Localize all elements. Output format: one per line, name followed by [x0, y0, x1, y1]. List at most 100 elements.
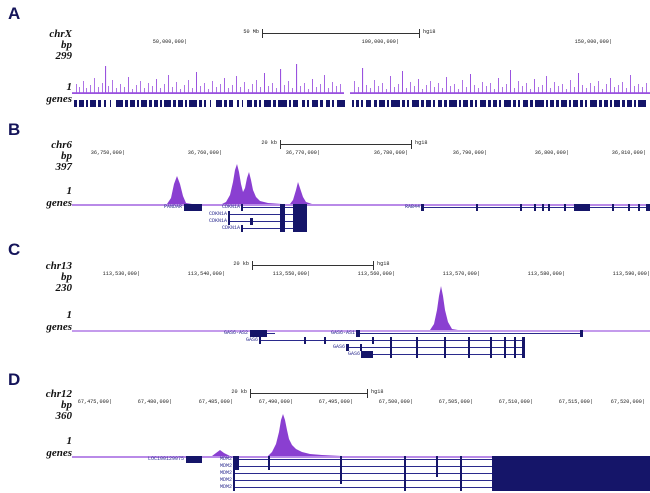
gene-exon — [324, 337, 326, 344]
panel-d-letter: D — [8, 370, 21, 389]
panel-b-side-labels: chr6 bp 397 — [0, 139, 72, 173]
gene-exon — [241, 225, 243, 232]
gene-label-cdkn1a-2[interactable]: CDKN1A — [208, 210, 227, 217]
panel-c: C chr13 bp 230 1 genes 20 kb hg18 113,53… — [0, 240, 650, 360]
gene-intron-line — [285, 221, 293, 222]
gene-intron-line — [285, 214, 293, 215]
gene-exon — [504, 344, 506, 351]
gene-exon — [293, 225, 307, 232]
gene-intron-line — [229, 214, 282, 215]
scalebar-cap-left — [280, 140, 281, 149]
panel-b-coord-5: 36,800,000| — [534, 150, 569, 156]
panel-c-gene-track: GAS6-AS2 GAS6-AS1 GAS6 GAS — [72, 330, 650, 360]
gene-exon — [404, 477, 406, 484]
panel-c-chrom-label: chr13 — [45, 260, 72, 272]
panel-a-letter: A — [8, 4, 21, 23]
gene-exon — [228, 211, 230, 218]
gene-label-gas6-3[interactable]: GAS6 — [347, 350, 360, 357]
gene-exon — [250, 218, 253, 225]
panel-b-bp-label: bp — [61, 150, 72, 162]
gene-exon — [228, 218, 230, 225]
gene-intron-line — [362, 354, 522, 355]
panel-b-gene-track: PANDAR CDKN1A RAB44 CDKN1A — [72, 204, 650, 236]
gene-exon — [233, 463, 239, 470]
gene-exon — [460, 470, 462, 477]
gene-label-gas6-1[interactable]: GAS6 — [245, 336, 258, 343]
gene-exon — [293, 218, 307, 225]
panel-a-bp-value: 299 — [55, 50, 73, 62]
gene-exon — [293, 204, 307, 211]
gene-label-gas6-2[interactable]: GAS6 — [332, 343, 345, 350]
gene-intron-line — [229, 221, 282, 222]
panel-d-signal-svg — [72, 414, 650, 458]
panel-b-track-labels: 1 genes — [0, 186, 72, 210]
gene-exon — [268, 463, 270, 470]
panel-c-track-label: 1 — [66, 309, 73, 321]
panel-c-letter: C — [8, 240, 21, 259]
gene-exon — [346, 344, 349, 351]
gene-exon — [520, 204, 522, 211]
gene-exon — [404, 470, 406, 477]
scalebar-cap-right — [367, 389, 368, 398]
panel-d-coord-9: 67,520,000| — [610, 399, 645, 405]
gene-exon — [468, 337, 470, 344]
gene-exon — [646, 204, 650, 211]
panel-c-coord-5: 113,580,000| — [527, 271, 565, 277]
gene-exon — [390, 344, 392, 351]
panel-d: D chr12 bp 360 1 genes 20 kb hg18 67,475… — [0, 370, 650, 491]
gene-label-mdm2-3[interactable]: MDM2 — [219, 469, 232, 476]
gene-label-mdm2-5[interactable]: MDM2 — [219, 483, 232, 490]
gene-exon — [492, 484, 650, 491]
gene-label-mdm2-1[interactable]: MDM2 — [219, 455, 232, 462]
gene-exon — [514, 344, 516, 351]
gene-exon — [340, 463, 342, 470]
gene-label-mdm2-2[interactable]: MDM2 — [219, 462, 232, 469]
gene-intron-line — [234, 480, 492, 481]
gene-label-cdkn1a-4[interactable]: CDKN1A — [221, 224, 240, 231]
panel-c-scalebar: 20 kb hg18 — [233, 261, 389, 270]
panel-a-gene-track — [72, 95, 650, 107]
gene-label-mdm2-4[interactable]: MDM2 — [219, 476, 232, 483]
gene-label-loc100129075[interactable]: LOC100129075 — [147, 455, 184, 462]
gene-exon — [468, 344, 470, 351]
gene-exon — [340, 477, 342, 484]
gene-label-pandar[interactable]: PANDAR — [163, 203, 182, 210]
panel-c-coord-0: 113,530,000| — [102, 271, 140, 277]
panel-b-coord-1: 36,760,000| — [187, 150, 222, 156]
panel-d-coord-6: 67,505,000| — [438, 399, 473, 405]
panel-b: B chr6 bp 397 1 genes 20 kb hg18 36,750,… — [0, 120, 650, 232]
gene-exon — [436, 463, 438, 470]
gene-exon — [490, 351, 492, 358]
panel-c-coord-6: 113,590,000| — [612, 271, 650, 277]
panel-b-coord-4: 36,790,000| — [452, 150, 487, 156]
panel-b-coord-2: 36,770,000| — [285, 150, 320, 156]
gene-exon — [293, 211, 307, 218]
panel-b-assembly-label: hg18 — [415, 140, 428, 146]
gene-exon — [280, 225, 285, 232]
gene-label-gas6-as1[interactable]: GAS6-AS1 — [330, 329, 355, 336]
panel-a-signal-track — [72, 54, 650, 94]
panel-d-scalebar: 20 kb hg18 — [231, 389, 383, 398]
gene-exon — [492, 470, 650, 477]
gene-intron-line — [239, 459, 492, 460]
gene-label-gas6-as2[interactable]: GAS6-AS2 — [223, 329, 248, 336]
gene-exon — [492, 456, 650, 463]
panel-d-bp-label: bp — [61, 399, 72, 411]
gene-row: CDKN1A — [72, 211, 650, 218]
gene-intron-line — [347, 347, 522, 348]
gene-exon — [186, 456, 202, 463]
panel-d-track-labels: 1 genes — [0, 436, 72, 460]
panel-c-bp-value: 230 — [55, 282, 73, 294]
panel-a-scalebar: 50 Mb hg18 — [243, 29, 435, 38]
gene-exon — [564, 204, 566, 211]
gene-label-cdkn1a-1[interactable]: CDKN1A — [221, 203, 240, 210]
scalebar-line — [250, 393, 368, 394]
gene-exon — [372, 337, 374, 344]
gene-exon — [304, 337, 306, 344]
gene-exon — [522, 344, 525, 351]
gene-label-cdkn1a-3[interactable]: CDKN1A — [208, 217, 227, 224]
gene-label-rab44[interactable]: RAB44 — [404, 203, 420, 210]
gene-exon — [436, 470, 438, 477]
gene-exon — [390, 351, 392, 358]
gene-exon — [404, 463, 406, 470]
